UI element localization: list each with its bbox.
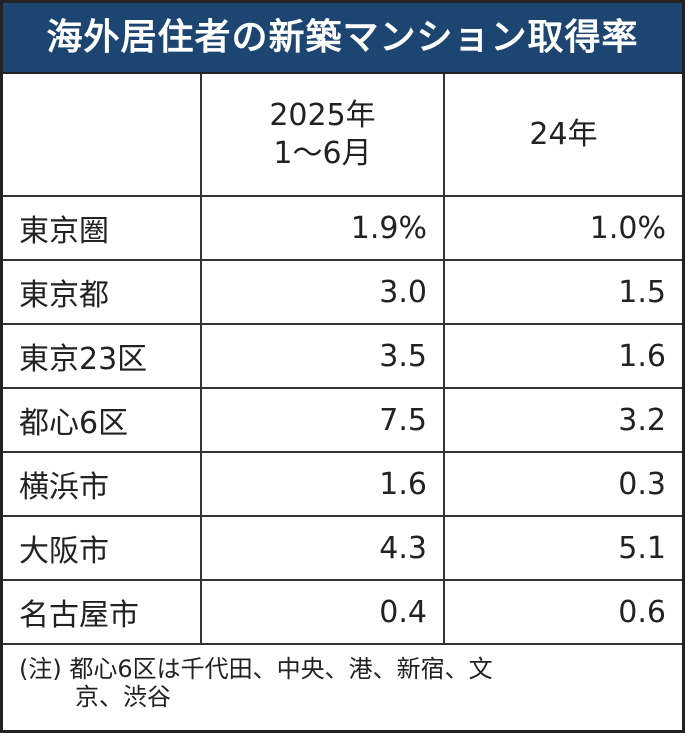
table-row: 大阪市 4.3 5.1 <box>3 515 682 581</box>
value-2025-h1: 4.3 <box>200 515 445 581</box>
value-2025-h1: 3.5 <box>200 323 445 389</box>
value-2024: 0.3 <box>443 451 682 517</box>
value-2025-h1: 7.5 <box>200 387 445 453</box>
value-2024: 1.5 <box>443 259 682 325</box>
table-row: 東京23区 3.5 1.6 <box>3 323 682 389</box>
table-row: 名古屋市 0.4 0.6 <box>3 579 682 645</box>
value-2024: 0.6 <box>443 579 682 645</box>
row-label: 都心6区 <box>3 387 202 453</box>
value-2024: 5.1 <box>443 515 682 581</box>
value-2024: 1.0% <box>443 195 682 261</box>
footnote: (注) 都心6区は千代田、中央、港、新宿、文 京、渋谷 <box>3 645 682 721</box>
footnote-line: 京、渋谷 <box>75 683 171 711</box>
table-row: 都心6区 7.5 3.2 <box>3 387 682 453</box>
header-cell-empty <box>3 74 202 197</box>
table-row: 横浜市 1.6 0.3 <box>3 451 682 517</box>
header-line: 1〜6月 <box>273 135 372 171</box>
value-2025-h1: 1.6 <box>200 451 445 517</box>
row-label: 東京23区 <box>3 323 202 389</box>
header-cell-2024: 24年 <box>443 74 682 197</box>
table-row: 東京都 3.0 1.5 <box>3 259 682 325</box>
row-label: 名古屋市 <box>3 579 202 645</box>
header-row: 2025年 1〜6月 24年 <box>3 74 682 197</box>
value-2025-h1: 1.9% <box>200 195 445 261</box>
value-2024: 1.6 <box>443 323 682 389</box>
header-cell-2025: 2025年 1〜6月 <box>200 74 445 197</box>
data-table: 2025年 1〜6月 24年 東京圏 1.9% 1.0% 東京都 3.0 1.5 東京23区 3… <box>3 74 682 645</box>
value-2025-h1: 0.4 <box>200 579 445 645</box>
footnote-line: (注) 都心6区は千代田、中央、港、新宿、文 <box>19 655 493 683</box>
row-label: 横浜市 <box>3 451 202 517</box>
table-row: 東京圏 1.9% 1.0% <box>3 195 682 261</box>
row-label: 東京圏 <box>3 195 202 261</box>
row-label: 東京都 <box>3 259 202 325</box>
value-2025-h1: 3.0 <box>200 259 445 325</box>
row-label: 大阪市 <box>3 515 202 581</box>
value-2024: 3.2 <box>443 387 682 453</box>
header-line: 2025年 <box>269 97 376 133</box>
table-title: 海外居住者の新築マンション取得率 <box>3 3 682 74</box>
